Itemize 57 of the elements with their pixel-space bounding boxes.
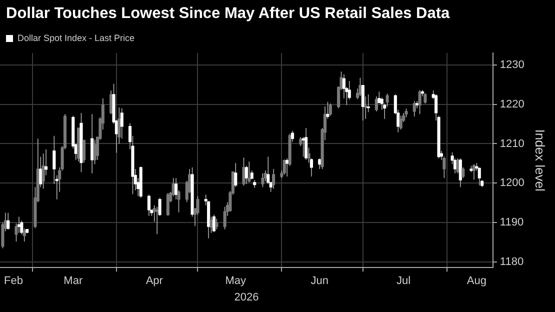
- candlestick: [196, 196, 200, 216]
- candlestick: [374, 96, 378, 112]
- candlestick: [326, 102, 330, 120]
- candlestick: [223, 206, 226, 230]
- candlestick: [456, 158, 460, 174]
- x-tick-label: Apr: [146, 275, 164, 288]
- x-tick-label: Aug: [466, 275, 486, 288]
- candlestick: [282, 159, 286, 175]
- candlestick: [215, 218, 218, 230]
- x-tick-label: Jul: [396, 275, 411, 288]
- candlestick: [478, 167, 481, 186]
- candlestick: [261, 172, 264, 188]
- candlestick: [424, 92, 427, 104]
- candlestick: [418, 90, 422, 115]
- candlestick: [472, 164, 476, 180]
- candlestick: [286, 158, 289, 177]
- legend-label: Dollar Spot Index - Last Price: [18, 32, 135, 43]
- candlestick: [458, 158, 462, 188]
- candlestick: [266, 156, 270, 184]
- x-tick-label: May: [225, 275, 247, 288]
- y-tick-label: 1230: [500, 58, 524, 71]
- candlestick: [6, 212, 10, 230]
- candlestick: [328, 103, 332, 116]
- candlestick: [358, 77, 362, 96]
- y-tick-label: 1210: [500, 138, 524, 150]
- y-tick-label: 1200: [500, 177, 524, 190]
- candlestick: [318, 158, 322, 170]
- y-tick-label: 1180: [500, 256, 524, 268]
- candlestick: [248, 161, 251, 183]
- candlestick: [242, 157, 246, 186]
- y-tick-label: 1220: [500, 98, 524, 110]
- candlestick: [156, 206, 159, 234]
- candlestick: [386, 93, 389, 108]
- candlestick: [52, 135, 56, 184]
- candlestick: [234, 162, 238, 188]
- x-tick-label: Mar: [64, 275, 83, 288]
- candlestick: [412, 100, 416, 117]
- candlestick: [272, 168, 276, 190]
- candlestick: [147, 194, 150, 216]
- candlestick: [166, 192, 170, 216]
- candlestick: [212, 214, 216, 232]
- candlestick: [304, 128, 308, 160]
- y-axis-title: Index level: [532, 129, 548, 192]
- x-tick-label: Feb: [4, 275, 24, 288]
- y-tick-label: 1190: [500, 216, 524, 229]
- candlestick: [82, 140, 86, 164]
- candlestick: [366, 94, 370, 113]
- candlestick: [90, 114, 94, 174]
- candlestick: [462, 167, 465, 178]
- x-axis-title: 2026: [234, 291, 259, 304]
- candlestick: [307, 147, 310, 164]
- candlestick: [120, 108, 124, 140]
- candlestick: [364, 96, 368, 120]
- candlestick: [42, 153, 45, 190]
- chart-title: Dollar Touches Lowest Since May After US Retail Sales Data: [6, 5, 450, 23]
- candlestick: [244, 165, 248, 184]
- x-tick-label: Jun: [310, 275, 328, 288]
